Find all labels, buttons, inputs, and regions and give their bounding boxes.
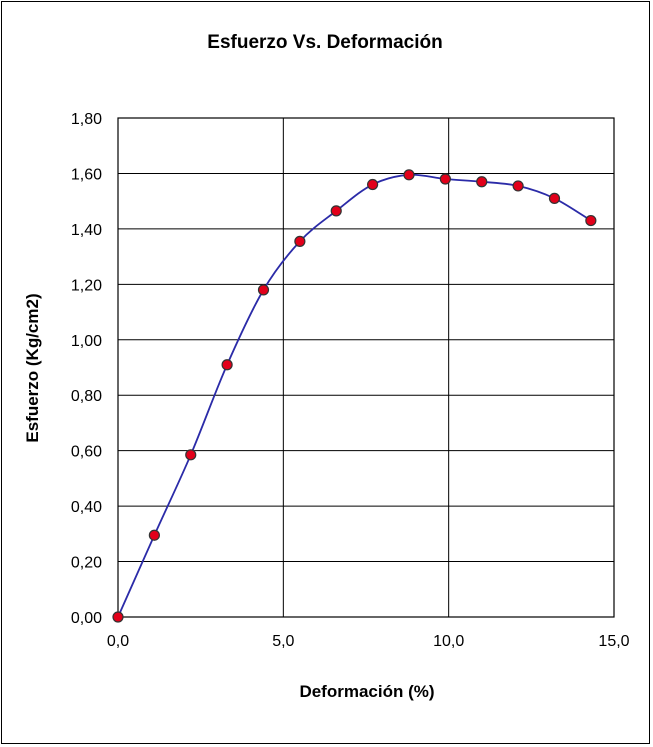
series-line [117, 173, 592, 618]
y-tick-label: 1,40 [71, 222, 102, 239]
data-point [439, 173, 451, 185]
y-tick-label: 0,60 [71, 444, 102, 461]
data-point [585, 214, 597, 227]
data-point [548, 192, 561, 204]
y-tick-labels: 0,00 0,20 0,40 0,60 0,80 1,00 1,20 1,40 1,60 1,80 [71, 111, 102, 627]
y-tick-label: 1,80 [71, 111, 102, 128]
y-tick-label: 0,00 [71, 610, 102, 627]
x-tick-label: 5,0 [272, 633, 294, 650]
x-tick-label: 0,0 [107, 633, 129, 650]
data-point [221, 359, 233, 371]
y-axis-label: Esfuerzo (Kg/cm2) [23, 293, 42, 442]
data-points [112, 169, 597, 623]
y-tick-label: 0,40 [71, 499, 102, 516]
y-tick-label: 0,80 [71, 388, 102, 405]
data-point [512, 180, 524, 192]
chart-title: Esfuerzo Vs. Deformación [207, 32, 442, 53]
data-point [148, 529, 160, 541]
data-point [367, 178, 379, 191]
y-tick-label: 1,20 [71, 277, 102, 294]
data-point [112, 611, 124, 623]
data-point [257, 284, 270, 296]
data-point [403, 169, 415, 181]
y-tick-label: 1,00 [71, 333, 102, 350]
y-tick-label: 1,60 [71, 166, 102, 183]
data-point [330, 205, 342, 217]
data-point [476, 176, 488, 188]
x-tick-label: 15,0 [598, 633, 629, 650]
x-tick-label: 10,0 [433, 633, 464, 650]
plot-area [117, 117, 615, 618]
x-tick-labels: 0,0 5,0 10,0 15,0 [107, 633, 630, 650]
x-axis-label: Deformación (%) [299, 682, 434, 701]
data-point [185, 449, 197, 461]
y-tick-label: 0,20 [71, 555, 102, 572]
data-point [294, 235, 306, 247]
